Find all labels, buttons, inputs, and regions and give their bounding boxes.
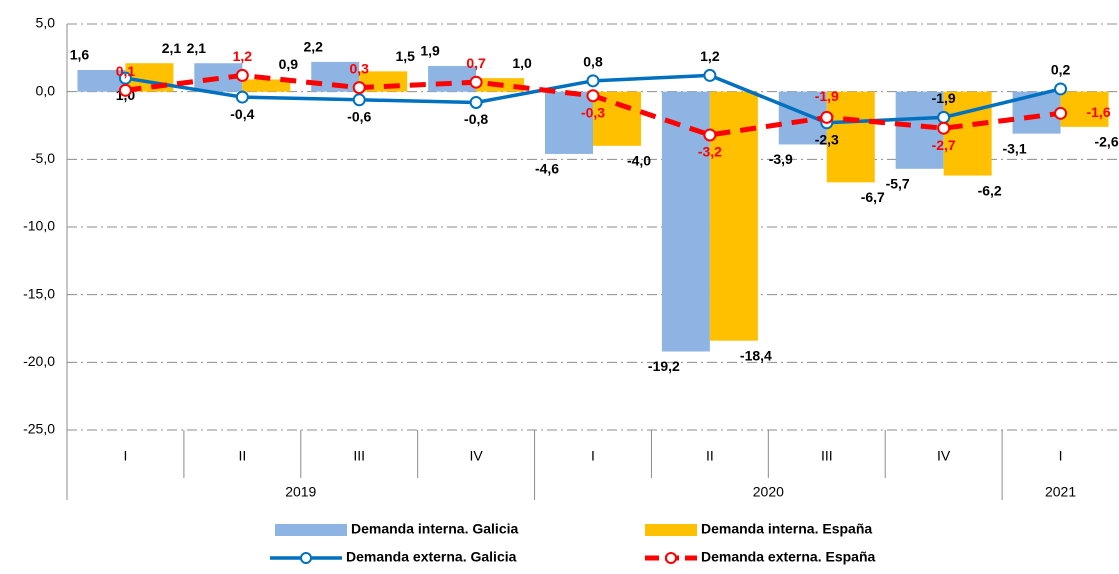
x-tick-label: I <box>591 448 595 464</box>
bar <box>943 91 992 176</box>
bar-value-label: -4,0 <box>627 153 651 169</box>
line-value-label: 0,8 <box>583 54 603 70</box>
line-value-label: -1,9 <box>932 90 956 106</box>
line-value-label: -0,6 <box>347 108 371 124</box>
x-tick-label: III <box>353 448 365 464</box>
legend-swatch <box>275 524 347 536</box>
x-tick-label: II <box>706 448 714 464</box>
group-label: 2019 <box>285 484 316 500</box>
bar-value-label: -3,9 <box>769 151 793 167</box>
bar <box>77 70 126 92</box>
legend-marker <box>300 552 312 564</box>
bar-value-label: 1,6 <box>70 47 90 63</box>
bar-value-label: 1,5 <box>395 48 415 64</box>
line-marker <box>469 75 483 89</box>
bar-value-label: -6,7 <box>861 189 885 205</box>
line-marker <box>703 68 717 82</box>
line-marker <box>820 110 834 124</box>
y-tick-label: -10,0 <box>23 218 55 234</box>
legend-label: Demanda interna. Galicia <box>351 521 518 537</box>
bar-value-label: -3,1 <box>1002 140 1026 156</box>
line-marker <box>937 110 951 124</box>
line-marker <box>235 68 249 82</box>
bar-value-label: -19,2 <box>648 358 680 374</box>
y-tick-label: 0,0 <box>36 82 56 98</box>
bar-value-label: -2,6 <box>1094 134 1118 150</box>
x-tick-label: IV <box>937 448 951 464</box>
line-value-label: 1,2 <box>233 48 253 64</box>
line-marker <box>469 95 483 109</box>
bar <box>428 65 477 92</box>
group-label: 2020 <box>753 484 784 500</box>
line-value-label: -0,8 <box>464 111 488 127</box>
x-tick-label: I <box>1059 448 1063 464</box>
line-marker <box>586 89 600 103</box>
line-value-label: 0,7 <box>466 55 486 71</box>
bar-value-label: 2,1 <box>187 40 207 56</box>
x-tick-label: IV <box>469 448 483 464</box>
line-marker <box>118 71 132 85</box>
x-tick-label: I <box>123 448 127 464</box>
y-tick-label: -25,0 <box>23 421 55 437</box>
y-tick-label: -5,0 <box>31 150 55 166</box>
line-marker <box>703 128 717 142</box>
line-marker <box>586 74 600 88</box>
legend-marker <box>665 552 677 564</box>
line-value-label: -1,9 <box>815 88 839 104</box>
bar <box>545 91 593 154</box>
line-value-label: 0,1 <box>116 63 136 79</box>
y-tick-label: 5,0 <box>36 15 56 31</box>
group-label: 2021 <box>1045 484 1076 500</box>
line-marker <box>235 90 249 104</box>
bar-value-label: 1,0 <box>512 55 532 71</box>
bar-value-label: -5,7 <box>886 176 910 192</box>
legend-label: Demanda externa. Galicia <box>346 549 517 565</box>
bar <box>661 91 710 352</box>
bar <box>242 79 291 92</box>
legend-label: Demanda externa. España <box>701 549 876 565</box>
bar <box>826 91 875 183</box>
line-marker <box>1054 82 1068 96</box>
x-tick-label: II <box>238 448 246 464</box>
line-value-label: -0,4 <box>230 106 254 122</box>
line-marker <box>1054 106 1068 120</box>
bar-value-label: -18,4 <box>740 347 772 363</box>
line-value-label: 1,2 <box>700 48 720 64</box>
line-marker <box>352 93 366 107</box>
bar-value-label: 2,1 <box>162 40 182 56</box>
line-value-label: -1,6 <box>1086 104 1110 120</box>
y-tick-label: -20,0 <box>23 353 55 369</box>
legend-label: Demanda interna. España <box>701 521 872 537</box>
bar-value-label: 0,9 <box>279 56 299 72</box>
bar-value-label: 2,2 <box>303 39 323 55</box>
line-value-label: 0,2 <box>1051 62 1071 78</box>
line-value-label: -2,7 <box>932 137 956 153</box>
legend-swatch <box>645 524 697 536</box>
bar <box>1060 91 1109 127</box>
line-marker <box>352 81 366 95</box>
x-tick-label: III <box>821 448 833 464</box>
line-value-label: -2,3 <box>815 131 839 147</box>
line-value-label: 0,3 <box>349 60 369 76</box>
bar-value-label: 1,9 <box>420 43 440 59</box>
bar <box>895 91 944 169</box>
line-marker <box>937 121 951 135</box>
line-value-label: -3,2 <box>698 144 722 160</box>
y-tick-label: -15,0 <box>23 285 55 301</box>
line-value-label: -0,3 <box>581 104 605 120</box>
bar-value-label: -6,2 <box>978 182 1002 198</box>
bar-value-label: -4,6 <box>535 161 559 177</box>
line-marker <box>118 83 132 97</box>
